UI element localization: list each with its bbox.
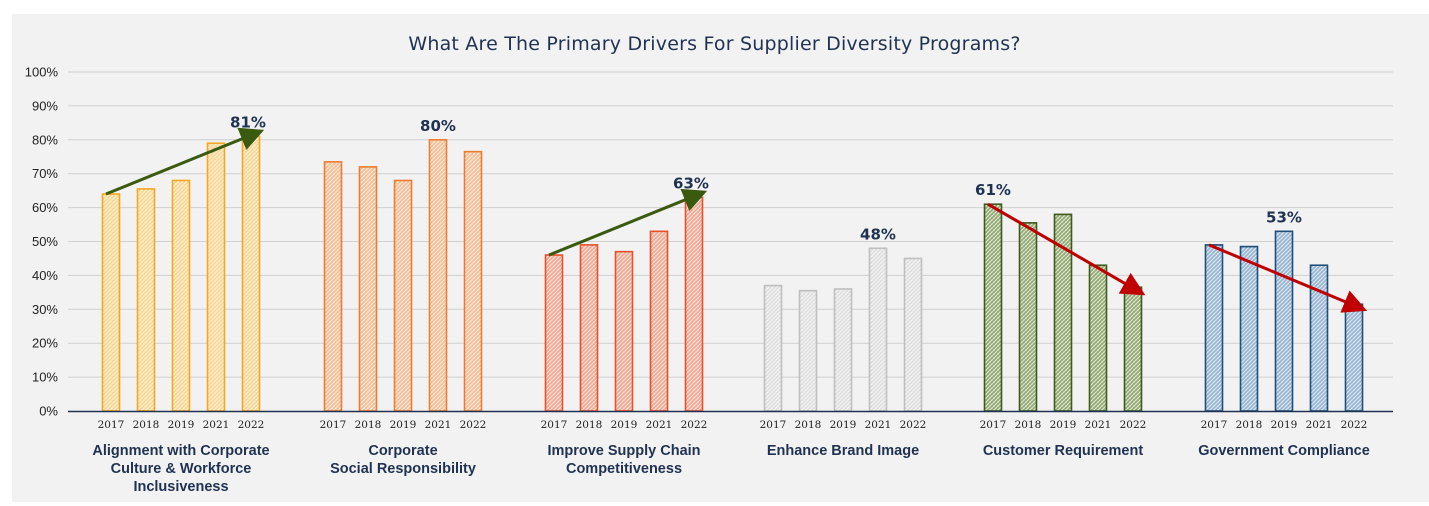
bar [684,196,704,412]
x-tick-label: 2018 [795,419,822,431]
y-axis: 0% 10% 20% 30% 40% 50% 60% 70% 80% 90% 100% [25,65,59,419]
bar [1239,245,1259,412]
x-tick-label: 2019 [1050,419,1077,431]
bar [1088,264,1108,412]
x-tick-label: 2022 [460,419,487,431]
bar [1344,303,1364,412]
bar [101,193,121,412]
x-tick-label: 2017 [541,419,568,431]
group-label: Social Responsibility [330,461,476,477]
y-tick-label: 40% [32,268,58,283]
bar [206,142,226,412]
x-tick-label: 2021 [203,419,230,431]
x-tick-label: 2017 [98,419,125,431]
trend-arrow [548,188,708,257]
x-tick-label: 2018 [576,419,603,431]
group-label: Government Compliance [1198,443,1370,459]
y-tick-label: 10% [32,370,58,385]
chart-title: What Are The Primary Drivers For Supplie… [408,33,1021,55]
y-tick-label: 30% [32,302,58,317]
x-tick-label: 2021 [425,419,452,431]
y-tick-label: 100% [25,65,59,80]
y-tick-label: 20% [32,336,58,351]
bar [323,161,343,412]
group-label: Customer Requirement [983,443,1144,459]
x-tick-label: 2019 [830,419,857,431]
x-tick-label: 2022 [1341,419,1368,431]
x-tick-label: 2018 [355,419,382,431]
x-axis: 2017 2018 2019 2021 2022 Alignment with Corpo… [68,410,1393,495]
bar [463,150,483,412]
bar [649,230,669,412]
x-tick-label: 2021 [1306,419,1333,431]
callout-label: 53% [1266,208,1302,226]
group-label: Enhance Brand Image [767,443,919,459]
x-tick-label: 2021 [865,419,892,431]
x-tick-label: 2022 [238,419,265,431]
group-label: Improve Supply Chain [547,443,700,459]
x-tick-label: 2019 [390,419,417,431]
trend-arrows [105,127,1368,313]
bar [393,179,413,412]
bar [579,244,599,412]
bar [241,135,261,412]
y-tick-label: 70% [32,166,58,181]
bar [1204,244,1224,412]
x-tick-label: 2019 [1271,419,1298,431]
y-tick-label: 0% [39,404,58,419]
x-tick-label: 2018 [1015,419,1042,431]
group-label: Culture & Workforce [111,461,252,477]
callout-label: 81% [230,113,266,131]
bar [868,247,888,412]
bar [544,254,564,412]
bar [1018,222,1038,412]
bar [171,179,191,412]
callout-label: 80% [420,117,456,135]
trend-arrow [987,202,1146,296]
bar [428,139,448,412]
x-tick-label: 2017 [320,419,347,431]
bar [1123,286,1143,412]
bar [983,203,1003,412]
x-tick-label: 2017 [1201,419,1228,431]
x-tick-label: 2019 [611,419,638,431]
bar [903,257,923,412]
x-tick-label: 2022 [681,419,708,431]
bar [763,284,783,412]
callout-label: 48% [860,225,896,243]
x-tick-label: 2018 [133,419,160,431]
trend-arrow [105,127,265,196]
x-tick-label: 2022 [1120,419,1147,431]
x-tick-label: 2017 [980,419,1007,431]
bars [101,135,1364,412]
y-tick-label: 60% [32,200,58,215]
bar [833,288,853,412]
y-tick-label: 50% [32,234,58,249]
y-tick-label: 90% [32,98,58,113]
group-label: Competitiveness [566,461,682,477]
bar [614,250,634,412]
x-tick-label: 2022 [900,419,927,431]
bar [136,188,156,412]
callout-labels: 81% 80% 63% 48% 61% 53% [230,113,1302,243]
callout-label: 61% [975,181,1011,199]
group-label: Corporate [368,443,437,459]
x-tick-label: 2017 [760,419,787,431]
gridlines [68,71,1393,378]
x-tick-label: 2019 [168,419,195,431]
bar [358,166,378,412]
trend-arrow [1208,243,1368,313]
callout-label: 63% [673,174,709,192]
bar [1274,230,1294,412]
x-tick-label: 2021 [646,419,673,431]
y-tick-label: 80% [32,132,58,147]
group-label: Inclusiveness [133,479,228,495]
group-label: Alignment with Corporate [92,443,269,459]
x-tick-label: 2018 [1236,419,1263,431]
bar [798,289,818,412]
x-tick-label: 2021 [1085,419,1112,431]
